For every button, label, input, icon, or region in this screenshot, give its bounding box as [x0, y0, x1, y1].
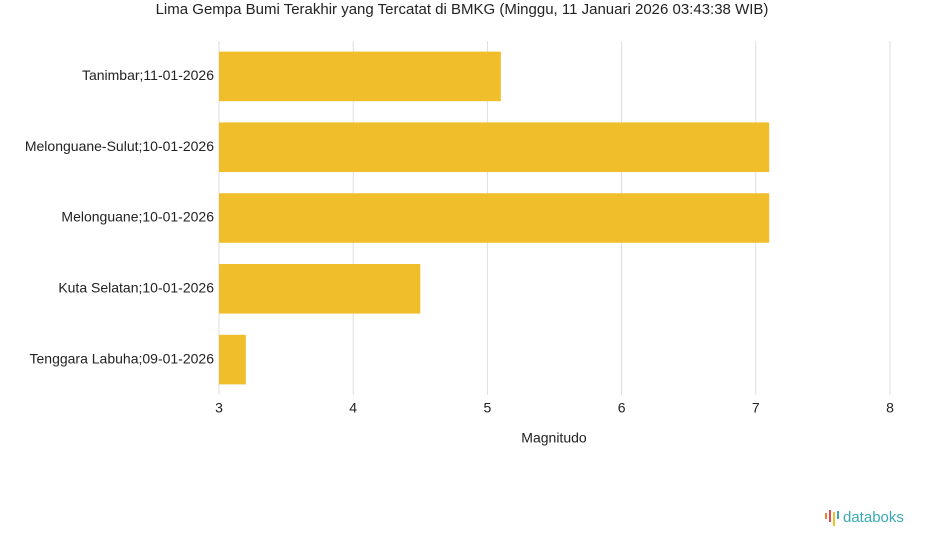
- x-tick-label: 8: [886, 400, 894, 416]
- logo-icon: [825, 510, 839, 526]
- bar: [219, 122, 770, 172]
- x-tick-label: 6: [618, 400, 626, 416]
- x-tick-label: 3: [215, 400, 223, 416]
- bar: [219, 51, 501, 102]
- y-tick-label: Tenggara Labuha;09-01-2026: [30, 350, 215, 366]
- watermark: databoks: [843, 509, 904, 526]
- y-tick-label: Melonguane-Sulut;10-01-2026: [25, 138, 214, 154]
- chart-title: Lima Gempa Bumi Terakhir yang Tercatat d…: [156, 1, 769, 18]
- bar: [219, 334, 246, 385]
- x-tick-label: 7: [752, 400, 760, 416]
- x-tick-label: 5: [484, 400, 492, 416]
- bar: [219, 193, 770, 243]
- x-axis-label: Magnitudo: [521, 430, 587, 446]
- y-tick-label: Tanimbar;11-01-2026: [82, 67, 214, 83]
- y-tick-label: Kuta Selatan;10-01-2026: [58, 280, 214, 296]
- bar: [219, 264, 421, 314]
- y-tick-label: Melonguane;10-01-2026: [61, 209, 214, 225]
- x-tick-label: 4: [349, 400, 357, 416]
